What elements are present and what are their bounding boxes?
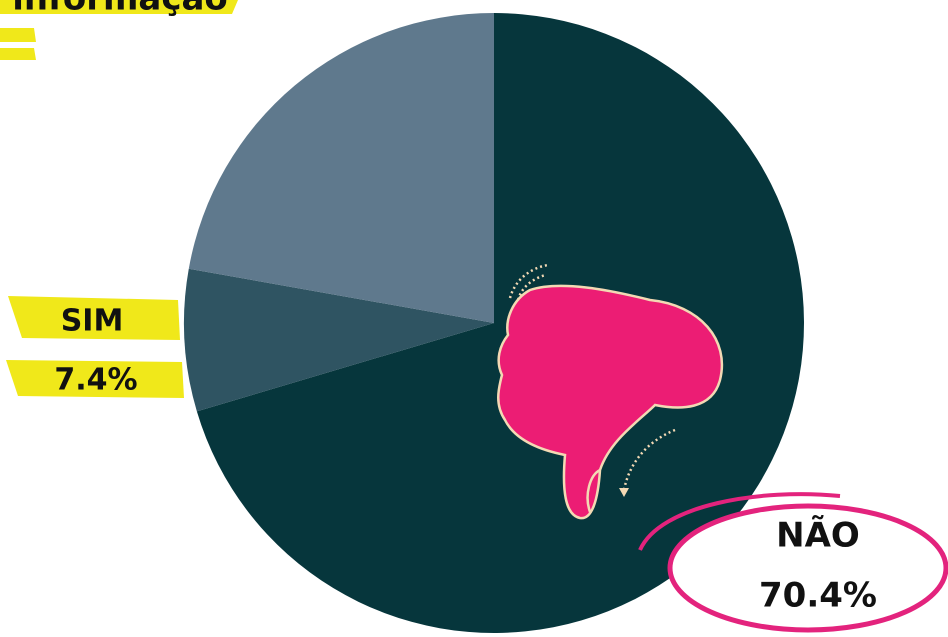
highlight — [0, 0, 238, 14]
thumbs-down-icon — [497, 263, 724, 520]
value-label: 7.4% — [54, 363, 137, 398]
pie-slice — [188, 12, 495, 324]
category-label: SIM — [61, 304, 124, 339]
value-label: 70.4% — [759, 576, 877, 616]
highlight — [8, 296, 180, 340]
category-label: informação — [12, 0, 228, 19]
label-ellipse — [667, 503, 948, 633]
highlight — [6, 360, 184, 398]
highlight — [0, 48, 36, 60]
pie — [183, 12, 804, 634]
category-label: NÃO — [776, 515, 860, 556]
highlight — [0, 28, 36, 42]
label-ellipse — [638, 492, 841, 551]
pie-slice — [196, 13, 804, 634]
pie-slice — [183, 268, 494, 412]
